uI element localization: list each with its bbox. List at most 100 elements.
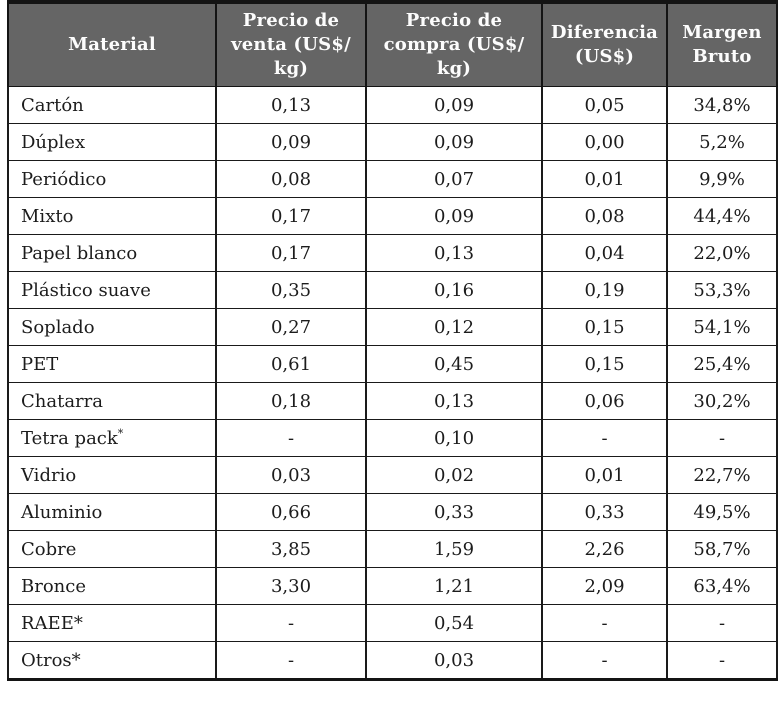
venta-cell: 0,08 [215,160,367,198]
margen-cell: 49,5% [666,493,778,531]
compra-cell: 0,13 [365,382,543,420]
table-row: Cobre 3,85 1,59 2,26 58,7% [7,530,778,568]
compra-cell: 0,09 [365,86,543,124]
compra-cell: 0,16 [365,271,543,309]
material-cell: Soplado [7,308,217,346]
venta-cell: - [215,419,367,457]
column-header-venta: Precio de venta (US$/ kg) [215,1,367,87]
compra-cell: 0,13 [365,234,543,272]
compra-cell: 0,54 [365,604,543,642]
compra-cell: 0,07 [365,160,543,198]
diferencia-cell: 0,15 [541,308,668,346]
diferencia-cell: 0,19 [541,271,668,309]
venta-cell: 0,66 [215,493,367,531]
material-cell: Cobre [7,530,217,568]
table-row: Aluminio 0,66 0,33 0,33 49,5% [7,493,778,531]
material-cell: Tetra pack* [7,419,217,457]
diferencia-cell: 0,06 [541,382,668,420]
diferencia-cell: - [541,419,668,457]
compra-cell: 0,09 [365,123,543,161]
table-row: Cartón 0,13 0,09 0,05 34,8% [7,86,778,124]
compra-cell: 0,33 [365,493,543,531]
venta-cell: - [215,641,367,680]
material-cell: PET [7,345,217,383]
table-row: Mixto 0,17 0,09 0,08 44,4% [7,197,778,235]
material-cell: Periódico [7,160,217,198]
material-cell: Aluminio [7,493,217,531]
material-cell: Vidrio [7,456,217,494]
venta-cell: 0,35 [215,271,367,309]
material-cell: Dúplex [7,123,217,161]
material-cell: Chatarra [7,382,217,420]
column-header-compra: Precio de compra (US$/ kg) [365,1,543,87]
margen-cell: - [666,641,778,680]
venta-cell: 0,17 [215,234,367,272]
compra-cell: 1,59 [365,530,543,568]
table-row: Papel blanco 0,17 0,13 0,04 22,0% [7,234,778,272]
margen-cell: 25,4% [666,345,778,383]
compra-cell: 0,09 [365,197,543,235]
material-cell: Papel blanco [7,234,217,272]
diferencia-cell: 0,00 [541,123,668,161]
margen-cell: 5,2% [666,123,778,161]
venta-cell: 0,17 [215,197,367,235]
diferencia-cell: - [541,641,668,680]
venta-cell: 0,13 [215,86,367,124]
diferencia-cell: 0,01 [541,456,668,494]
table-row: PET 0,61 0,45 0,15 25,4% [7,345,778,383]
compra-cell: 0,03 [365,641,543,680]
material-cell: Mixto [7,197,217,235]
material-prices-table: Material Precio de venta (US$/ kg) Preci… [7,0,778,681]
table-row: Vidrio 0,03 0,02 0,01 22,7% [7,456,778,494]
table-row: Periódico 0,08 0,07 0,01 9,9% [7,160,778,198]
material-cell: Bronce [7,567,217,605]
material-cell: Otros* [7,641,217,680]
table-row: RAEE* -0,54- - [7,604,778,642]
venta-cell: 0,03 [215,456,367,494]
compra-cell: 0,10 [365,419,543,457]
margen-cell: 54,1% [666,308,778,346]
diferencia-cell: 0,01 [541,160,668,198]
margen-cell: 22,7% [666,456,778,494]
compra-cell: 1,21 [365,567,543,605]
diferencia-cell: 0,04 [541,234,668,272]
margen-cell: 58,7% [666,530,778,568]
venta-cell: 0,27 [215,308,367,346]
compra-cell: 0,12 [365,308,543,346]
material-cell: Cartón [7,86,217,124]
margen-cell: 53,3% [666,271,778,309]
column-header-margen: Margen Bruto [666,1,778,87]
footnote-marker: * [117,426,124,440]
venta-cell: 3,85 [215,530,367,568]
table-header: Material Precio de venta (US$/ kg) Preci… [7,1,778,87]
material-cell: Plástico suave [7,271,217,309]
table-row: Chatarra 0,18 0,13 0,06 30,2% [7,382,778,420]
material-cell: RAEE* [7,604,217,642]
diferencia-cell: 0,05 [541,86,668,124]
margen-cell: 63,4% [666,567,778,605]
margen-cell: 22,0% [666,234,778,272]
table-row: Tetra pack* -0,10- - [7,419,778,457]
table-row: Bronce 3,30 1,21 2,09 63,4% [7,567,778,605]
venta-cell: 0,18 [215,382,367,420]
margen-cell: 9,9% [666,160,778,198]
diferencia-cell: - [541,604,668,642]
diferencia-cell: 2,26 [541,530,668,568]
table-row: Plástico suave 0,35 0,16 0,19 53,3% [7,271,778,309]
header-row: Material Precio de venta (US$/ kg) Preci… [7,1,778,87]
venta-cell: 0,61 [215,345,367,383]
margen-cell: - [666,604,778,642]
compra-cell: 0,02 [365,456,543,494]
margen-cell: - [666,419,778,457]
compra-cell: 0,45 [365,345,543,383]
table-row: Otros* -0,03- - [7,641,778,680]
venta-cell: 0,09 [215,123,367,161]
diferencia-cell: 0,15 [541,345,668,383]
column-header-material: Material [7,1,217,87]
diferencia-cell: 2,09 [541,567,668,605]
venta-cell: - [215,604,367,642]
column-header-diferencia: Diferencia (US$) [541,1,668,87]
table-row: Soplado 0,27 0,12 0,15 54,1% [7,308,778,346]
diferencia-cell: 0,08 [541,197,668,235]
